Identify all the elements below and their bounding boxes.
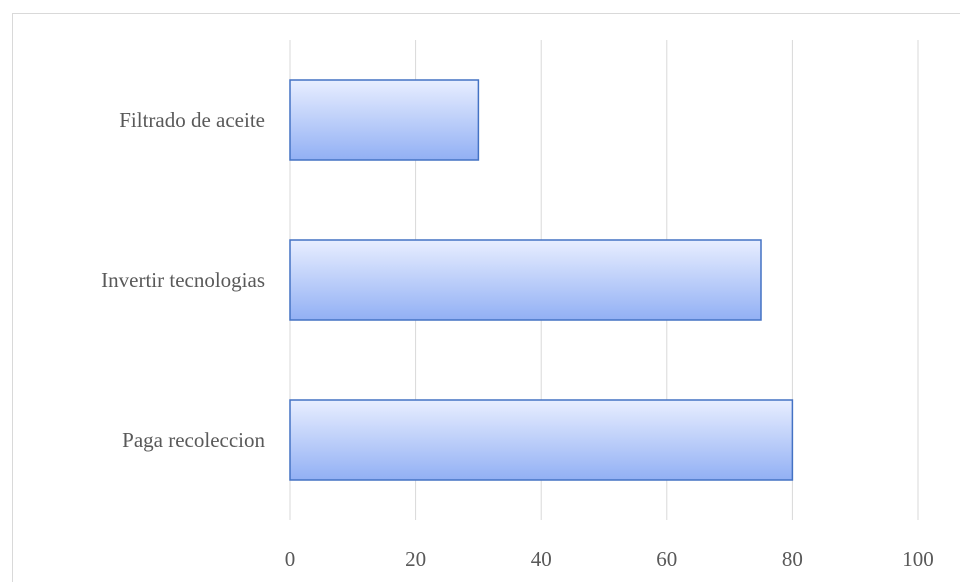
bar bbox=[289, 239, 762, 321]
category-labels: Filtrado de aceite Invertir tecnologias Pa… bbox=[101, 108, 265, 452]
x-tick-label: 100 bbox=[902, 547, 934, 571]
bars bbox=[289, 79, 794, 481]
category-label: Invertir tecnologias bbox=[101, 268, 265, 292]
x-tick-label: 60 bbox=[656, 547, 677, 571]
x-tick-label: 0 bbox=[285, 547, 296, 571]
x-tick-label: 80 bbox=[782, 547, 803, 571]
x-tick-label: 40 bbox=[531, 547, 552, 571]
bar bbox=[289, 399, 794, 481]
x-tick-labels: 0 20 40 60 80 100 bbox=[285, 547, 934, 571]
category-label: Filtrado de aceite bbox=[119, 108, 265, 132]
x-tick-label: 20 bbox=[405, 547, 426, 571]
category-label: Paga recoleccion bbox=[122, 428, 265, 452]
bar bbox=[289, 79, 480, 161]
